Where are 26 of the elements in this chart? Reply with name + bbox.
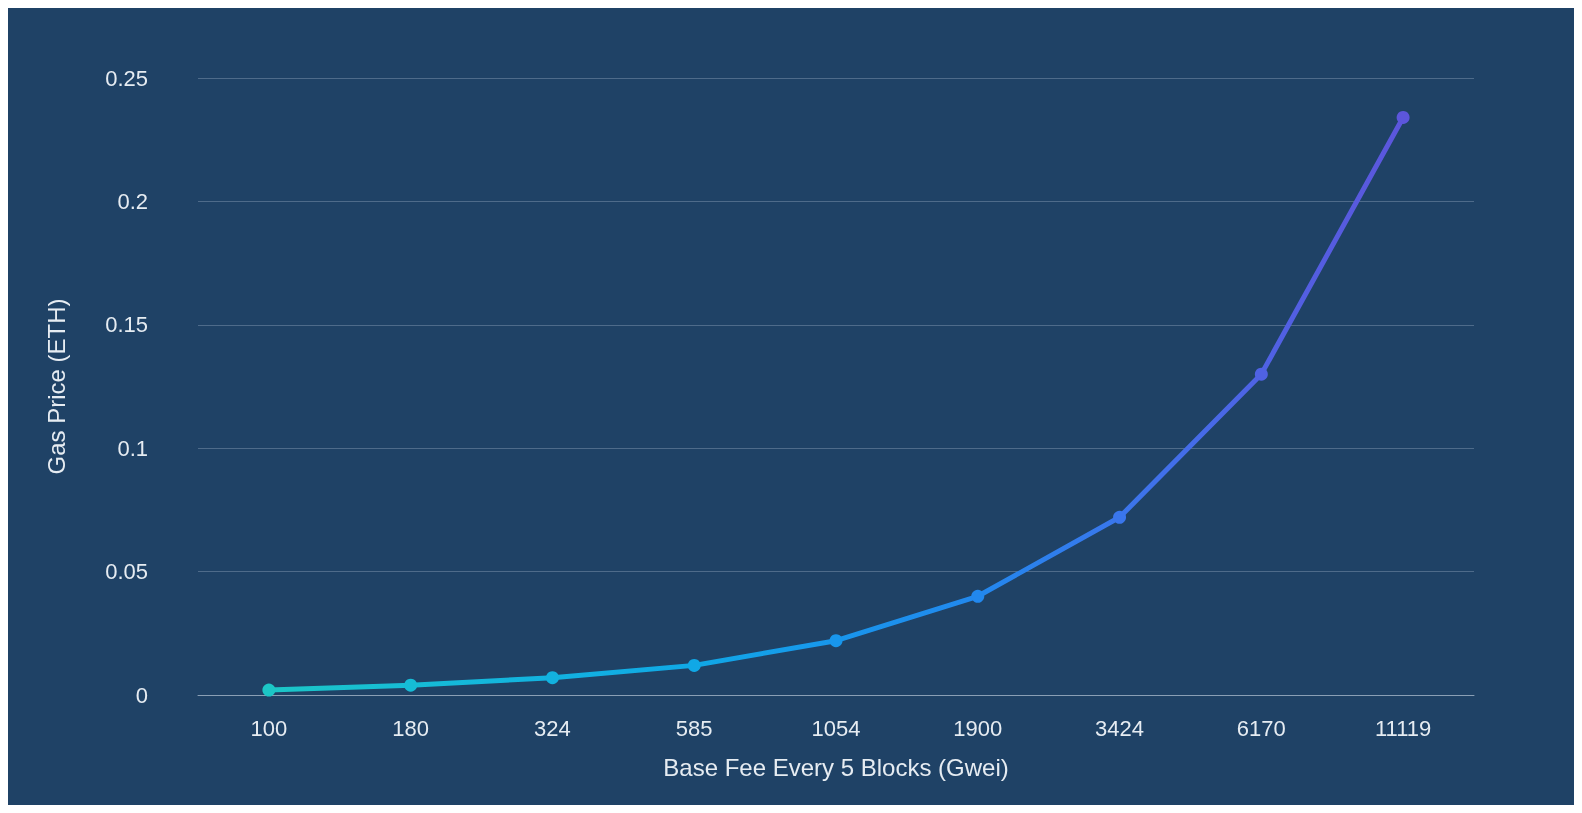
point [829,634,843,648]
point [1396,110,1410,124]
x-tick-label: 6170 [1236,715,1286,741]
x-tick-label: 1054 [811,715,861,741]
point [262,683,276,697]
x-tick-label: 180 [392,715,430,741]
point [545,671,559,685]
x-tick-label: 1900 [953,715,1003,741]
y-tick-label: 0.25 [105,65,148,91]
point [1113,510,1127,524]
y-tick-label: 0.15 [105,312,148,338]
y-tick-label: 0.05 [105,559,148,585]
point [404,678,418,692]
x-tick-label: 100 [250,715,288,741]
x-tick-label: 3424 [1095,715,1145,741]
y-tick-label: 0.2 [117,188,148,214]
point [1254,367,1268,381]
y-tick-label: 0 [135,682,148,708]
point [687,658,701,672]
y-axis-title: Gas Price (ETH) [42,298,70,475]
x-tick-label: 11119 [1374,715,1432,741]
x-tick-label: 324 [534,715,571,741]
x-tick-label: 585 [675,715,713,741]
x-axis-title: Base Fee Every 5 Blocks (Gwei) [663,753,1009,781]
y-tick-label: 0.1 [117,435,148,461]
point [971,589,985,603]
